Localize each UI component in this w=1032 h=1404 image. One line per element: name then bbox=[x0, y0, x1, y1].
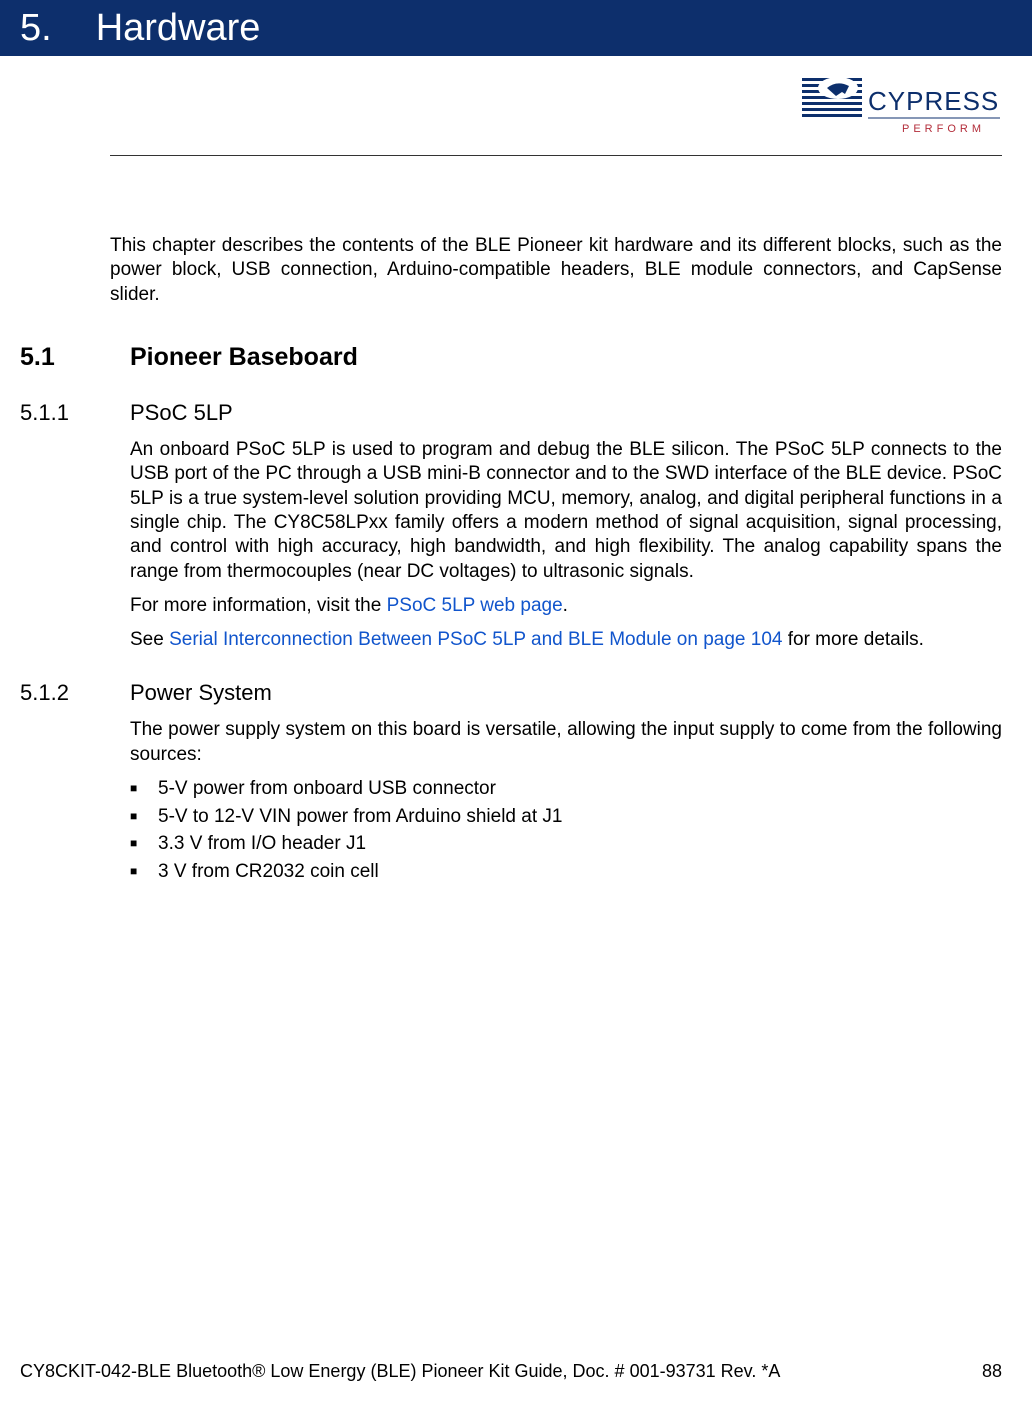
chapter-header: 5. Hardware bbox=[0, 0, 1032, 56]
cypress-logo-icon: CYPRESS PERFORM bbox=[802, 70, 1002, 140]
subsection-heading-5-1-1: 5.1.1 PSoC 5LP bbox=[20, 400, 1002, 426]
footer-page-number: 88 bbox=[982, 1361, 1002, 1382]
text-pre: For more information, visit the bbox=[130, 595, 387, 616]
page-footer: CY8CKIT-042-BLE Bluetooth® Low Energy (B… bbox=[20, 1361, 1002, 1382]
subsection-number: 5.1.2 bbox=[20, 680, 130, 706]
subsection-number: 5.1.1 bbox=[20, 400, 130, 426]
section-heading-5-1: 5.1 Pioneer Baseboard bbox=[20, 343, 1002, 372]
subsection-heading-5-1-2: 5.1.2 Power System bbox=[20, 680, 1002, 706]
psoc-5lp-link[interactable]: PSoC 5LP web page bbox=[387, 595, 563, 616]
header-rule bbox=[110, 155, 1002, 156]
chapter-number: 5. bbox=[20, 7, 52, 50]
list-item: 3.3 V from I/O header J1 bbox=[130, 830, 1002, 858]
brand-logo: CYPRESS PERFORM bbox=[802, 70, 1002, 140]
section-number: 5.1 bbox=[20, 343, 130, 372]
text-post: . bbox=[563, 595, 568, 616]
page-content: This chapter describes the contents of t… bbox=[0, 234, 1032, 885]
see-also-line: See Serial Interconnection Between PSoC … bbox=[130, 628, 1002, 652]
power-sources-list: 5-V power from onboard USB connector 5-V… bbox=[130, 775, 1002, 885]
subsection-title: PSoC 5LP bbox=[130, 400, 233, 426]
svg-text:PERFORM: PERFORM bbox=[902, 123, 985, 135]
chapter-title: Hardware bbox=[96, 7, 261, 50]
list-item: 3 V from CR2032 coin cell bbox=[130, 858, 1002, 886]
svg-text:CYPRESS: CYPRESS bbox=[868, 86, 999, 116]
section-title: Pioneer Baseboard bbox=[130, 343, 358, 372]
list-item: 5-V power from onboard USB connector bbox=[130, 775, 1002, 803]
more-info-line: For more information, visit the PSoC 5LP… bbox=[130, 594, 1002, 618]
footer-doc-title: CY8CKIT-042-BLE Bluetooth® Low Energy (B… bbox=[20, 1361, 780, 1382]
text-post: for more details. bbox=[782, 629, 924, 650]
serial-interconnection-link[interactable]: Serial Interconnection Between PSoC 5LP … bbox=[169, 629, 782, 650]
power-system-paragraph: The power supply system on this board is… bbox=[130, 718, 1002, 767]
text-pre: See bbox=[130, 629, 169, 650]
subsection-title: Power System bbox=[130, 680, 272, 706]
list-item: 5-V to 12-V VIN power from Arduino shiel… bbox=[130, 803, 1002, 831]
psoc-5lp-paragraph: An onboard PSoC 5LP is used to program a… bbox=[130, 438, 1002, 584]
intro-paragraph: This chapter describes the contents of t… bbox=[110, 234, 1002, 307]
